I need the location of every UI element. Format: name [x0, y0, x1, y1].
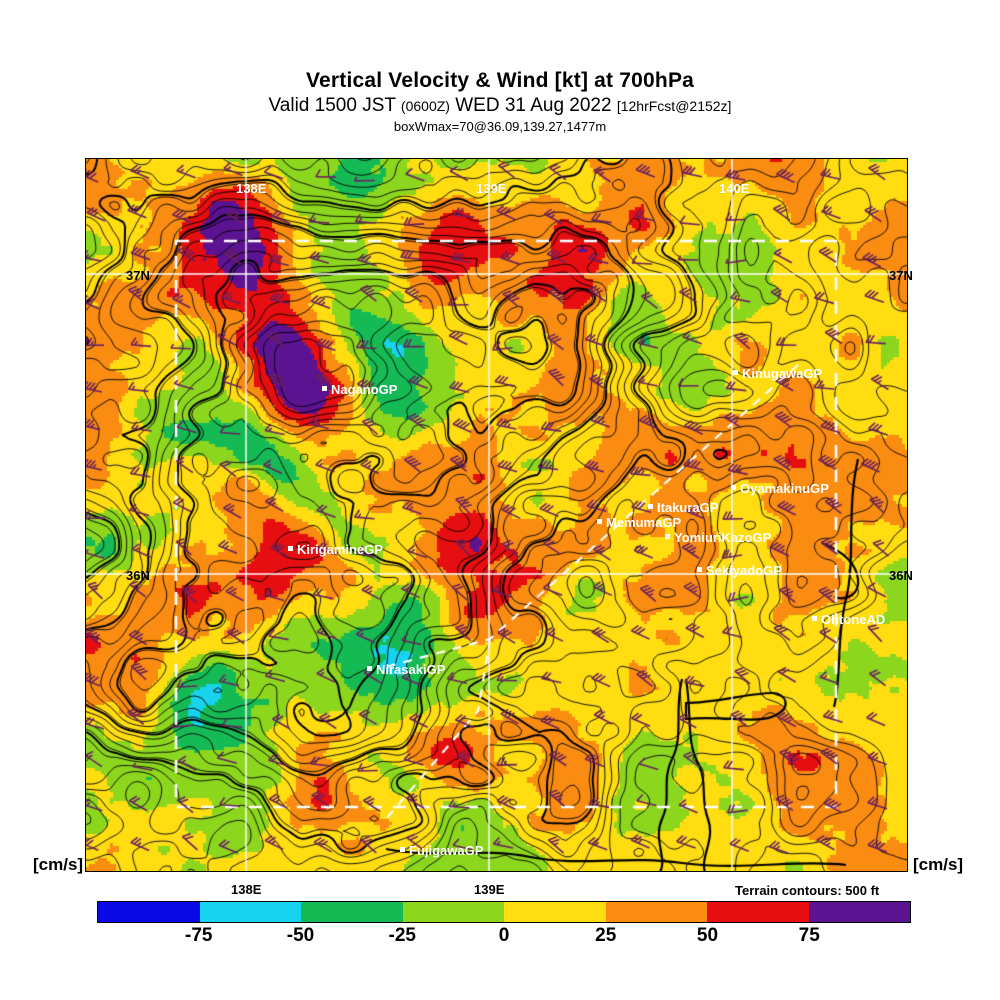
colorbar-ticks: -75 -50 -25 0 25 50 75 — [97, 925, 911, 951]
page-subtitle: Valid 1500 JST (0600Z) WED 31 Aug 2022 [… — [0, 94, 1000, 118]
map-panel[interactable]: 138E 139E 140E NaganoGP KinugawaGP Oyamaki… — [85, 158, 908, 872]
station-dot-icon — [648, 504, 653, 509]
units-right: [cm/s] — [913, 855, 964, 874]
lat-label-36n-right: 36N — [889, 568, 913, 583]
station-label: FujigawaGP — [409, 843, 484, 858]
station-label: OhtoneAD — [821, 612, 886, 627]
lat-label-36n-left: 36N — [126, 568, 150, 583]
station-dot-icon — [733, 370, 738, 375]
station-label: NaganoGP — [331, 382, 398, 397]
station-dot-icon — [400, 847, 405, 852]
station-label: OyamakinuGP — [740, 481, 829, 496]
colorbar-segment-0 — [98, 902, 200, 922]
lon-label-138e-bottom: 138E — [231, 882, 262, 897]
lon-label-139e-bottom: 139E — [474, 882, 505, 897]
station-dot-icon — [697, 567, 702, 572]
colorbar-tick-0: 0 — [498, 925, 510, 946]
lat-label-37n-left: 37N — [126, 268, 150, 283]
subtitle-date: WED 31 Aug 2022 — [455, 95, 612, 116]
title-block: Vertical Velocity & Wind [kt] at 700hPa … — [0, 68, 1000, 136]
station-label: KinugawaGP — [742, 366, 823, 381]
terrain-contour-note: Terrain contours: 500 ft — [735, 883, 880, 898]
colorbar-segment-4 — [504, 902, 606, 922]
station-label: NirasakiGP — [376, 662, 446, 677]
colorbar-segment-6 — [707, 902, 809, 922]
colorbar-segment-1 — [199, 902, 301, 922]
station-label: KirigamineGP — [297, 542, 383, 557]
colorbar-segment-7 — [808, 902, 910, 922]
station-dot-icon — [597, 519, 602, 524]
station-dot-icon — [367, 666, 372, 671]
units-left: [cm/s] — [33, 855, 84, 874]
colorbar-tick--75: -75 — [185, 925, 213, 946]
colorbar-segment-5 — [605, 902, 707, 922]
station-dot-icon — [322, 386, 327, 391]
station-dot-icon — [288, 546, 293, 551]
subtitle-boxwmax: boxWmax=70@36.09,139.27,1477m — [393, 119, 607, 134]
subtitle-valid: Valid 1500 JST — [268, 95, 396, 116]
lon-label-139e-top: 139E — [476, 181, 507, 196]
page-title: Vertical Velocity & Wind [kt] at 700hPa — [305, 69, 695, 92]
station-dot-icon — [812, 616, 817, 621]
station-label: MemumaGP — [606, 515, 682, 530]
lon-label-140e-top: 140E — [719, 181, 750, 196]
colorbar-tick--50: -50 — [286, 925, 315, 946]
subtitle-zulu: (0600Z) — [400, 98, 450, 114]
colorbar-tick-75: 75 — [798, 925, 820, 946]
colorbar-tick-25: 25 — [595, 925, 617, 946]
colorbar-tick-50: 50 — [696, 925, 719, 946]
colorbar-tick--25: -25 — [388, 925, 416, 946]
subtitle-forecast: [12hrFcst@2152z] — [616, 98, 732, 114]
station-label: SekiyadoGP — [706, 563, 782, 578]
colorbar-segment-3 — [402, 902, 504, 922]
station-label: YomiuriKazoGP — [674, 530, 772, 545]
station-label: ItakuraGP — [657, 500, 719, 515]
station-dot-icon — [731, 485, 736, 490]
station-dot-icon — [665, 534, 670, 539]
colorbar[interactable] — [97, 901, 911, 923]
colorbar-segment-2 — [301, 902, 403, 922]
lon-label-138e-top: 138E — [236, 181, 267, 196]
lat-label-37n-right: 37N — [889, 268, 913, 283]
vertical-velocity-field — [86, 159, 907, 871]
